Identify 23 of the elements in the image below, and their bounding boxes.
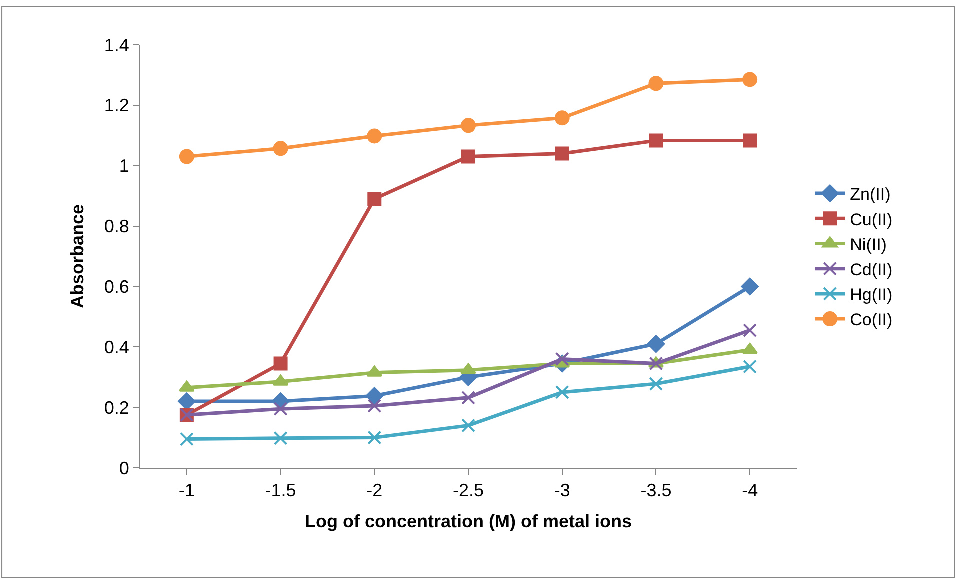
y-tick-label: 0.2 bbox=[104, 398, 130, 418]
legend-label: Cu(II) bbox=[850, 210, 893, 230]
y-tick-label: 0.4 bbox=[104, 337, 130, 358]
y-tick-label: 1.4 bbox=[104, 35, 130, 56]
legend-label: Ni(II) bbox=[850, 235, 887, 254]
y-tick-label: 1.2 bbox=[104, 96, 130, 116]
x-tick-label: -2 bbox=[366, 480, 383, 501]
legend-label: Hg(II) bbox=[850, 286, 893, 305]
y-tick-label: 0 bbox=[119, 458, 130, 478]
legend-label: Co(II) bbox=[850, 310, 893, 330]
x-tick-label: -3 bbox=[554, 480, 570, 501]
y-tick-label: 0.6 bbox=[104, 277, 130, 298]
y-axis-title: Absorbance bbox=[68, 204, 88, 309]
x-tick-label: -2.5 bbox=[452, 480, 484, 501]
x-tick-label: -4 bbox=[742, 480, 758, 501]
y-tick-label: 1 bbox=[119, 156, 130, 176]
legend-label: Cd(II) bbox=[850, 260, 893, 280]
x-axis-title: Log of concentration (M) of metal ions bbox=[305, 512, 632, 532]
legend-label: Zn(II) bbox=[850, 185, 891, 204]
x-tick-label: -1.5 bbox=[265, 480, 296, 501]
x-tick-label: -1 bbox=[178, 480, 195, 501]
x-tick-label: -3.5 bbox=[640, 480, 672, 501]
y-tick-label: 0.8 bbox=[104, 216, 130, 237]
